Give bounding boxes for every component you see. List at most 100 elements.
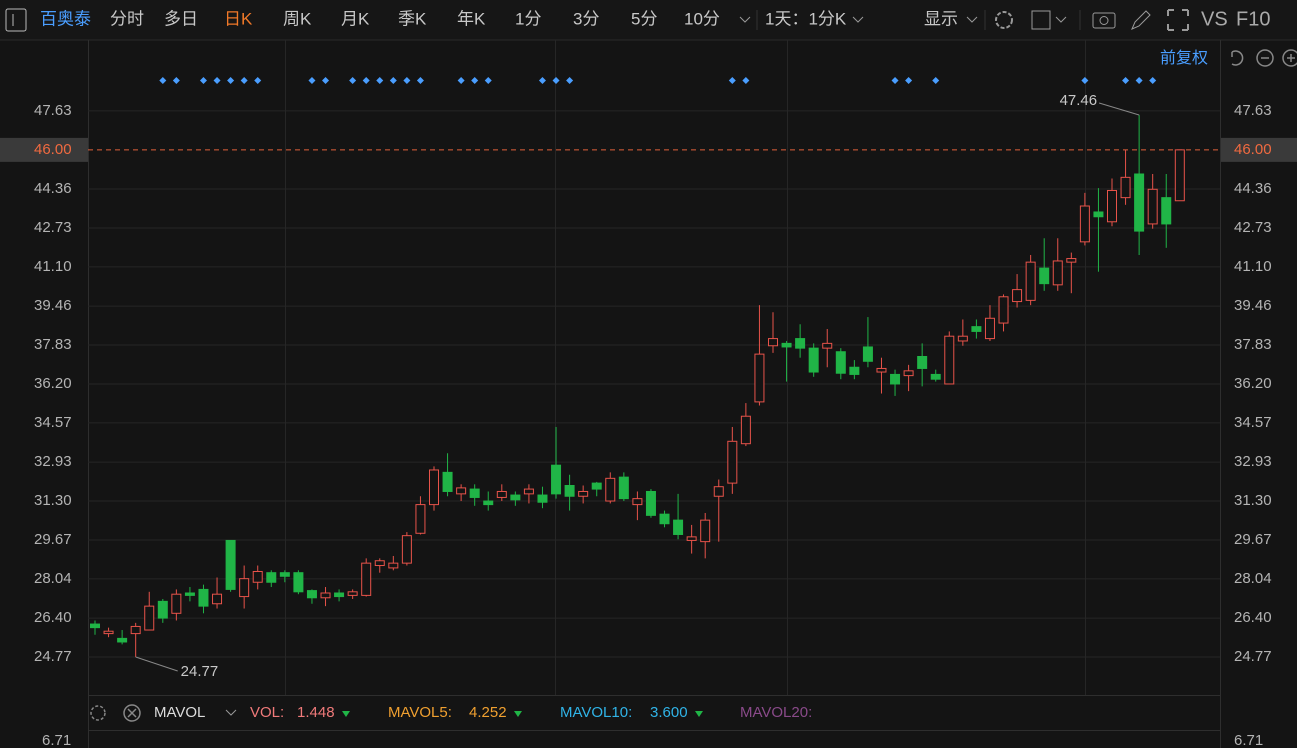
stock-name[interactable]: 百奥泰 [40,9,91,28]
y-tick-label-right: 37.83 [1234,336,1272,353]
candle-body [578,490,589,497]
draw-icon[interactable] [1131,10,1151,30]
zoom-in-plus [1287,54,1295,62]
signal-marker [416,77,424,84]
y-tick-label: 47.63 [34,102,72,119]
candle-body [903,370,914,377]
low-pointer [135,656,178,672]
candle-body [239,578,250,598]
price-label-bg [1221,137,1297,162]
y-tick-label-right: 41.10 [1234,258,1272,275]
indicator-name[interactable]: MAVOL [154,704,205,721]
period-tab[interactable]: 月K [341,9,370,28]
candle-body [184,592,195,596]
candle-body [334,592,345,598]
signal-marker [199,77,207,84]
period-tab[interactable]: 年K [457,9,486,28]
candle-body [808,347,819,373]
mavol10-value: 3.600 [650,704,688,721]
period-tab[interactable]: 季K [398,9,427,28]
y-tick-label-right: 28.04 [1234,570,1272,587]
signal-marker [457,77,465,84]
period-tab[interactable]: 日K [224,9,253,28]
candle-body [591,482,602,490]
candle-body [388,562,399,569]
signal-marker [349,77,357,84]
candle-body [673,519,684,535]
candle-body [171,593,182,614]
signal-marker [728,77,736,84]
f10-button[interactable]: F10 [1236,8,1270,30]
candle-body [659,513,670,525]
chevron [739,16,751,23]
indicator-close-icon[interactable] [123,704,141,722]
signal-marker [891,77,899,84]
period-tab[interactable]: 1分 [515,9,541,28]
signal-marker [172,77,180,84]
y-tick-label: 34.57 [34,414,72,431]
zoom-in-icon[interactable] [1282,49,1297,67]
signal-marker [403,77,411,84]
signal-marker [742,77,750,84]
volume-tick-label: 6.71 [42,732,71,748]
candle-body [225,539,236,590]
fullscreen-icon[interactable] [1167,9,1189,31]
candle-body [469,488,480,498]
candle-body [320,592,331,599]
signal-marker [566,77,574,84]
y-tick-label: 24.77 [34,648,72,665]
candle-body [564,484,575,497]
candle-body [605,477,616,502]
period-tab[interactable]: 10分 [684,9,720,28]
candle-body [862,346,873,362]
period-tab[interactable]: 5分 [631,9,657,28]
candle-body [401,535,412,564]
vs-button[interactable]: VS [1201,8,1228,30]
y-tick-label-right: 39.46 [1234,297,1272,314]
reset-icon[interactable] [1231,50,1244,66]
y-tick-label-right: 34.57 [1234,414,1272,431]
interval[interactable]: 1天：1分K [765,9,847,28]
sidebar-icon[interactable] [5,8,27,32]
y-tick-label-right: 44.36 [1234,180,1272,197]
candle-body [890,373,901,385]
toolbar [0,0,1297,40]
indicator-settings-icon[interactable] [90,705,106,721]
signal-marker [227,77,235,84]
candle-body [252,570,263,583]
zoom-out-icon[interactable] [1256,49,1274,67]
signal-marker [240,77,248,84]
layout-icon[interactable] [1031,10,1051,30]
candle-body [347,591,358,596]
high-pointer [1098,102,1140,116]
period-tab[interactable]: 多日 [164,9,198,28]
period-tabs: 分时 多日 日K 周K 月K 季K 年K 1分 3分 5分 10分 [110,9,720,28]
chevron [1055,16,1067,23]
camera-icon[interactable] [1092,12,1116,29]
chevron [966,16,978,23]
adjust-mode[interactable]: 前复权 [1160,49,1208,67]
candle-body [415,504,426,534]
signal-marker [362,77,370,84]
candle-body [727,440,738,484]
period-tab[interactable]: 3分 [573,9,599,28]
candle-body [1161,197,1172,225]
candle-body [537,494,548,503]
candle-body [1039,267,1050,285]
candle-body [686,536,697,541]
close-cross [127,708,137,718]
settings-icon[interactable] [995,11,1013,29]
volume-tick-label: 6.71 [1234,732,1263,748]
period-tab[interactable]: 分时 [110,9,144,28]
candle-body [1066,258,1077,263]
y-tick-label: 28.04 [34,570,72,587]
chevron [225,709,237,716]
candle-body [1174,149,1185,202]
signal-marker [376,77,384,84]
period-tab[interactable]: 周K [283,9,312,28]
display-menu[interactable]: 显示 [924,9,958,28]
y-tick-label: 42.73 [34,219,72,236]
signal-marker [538,77,546,84]
